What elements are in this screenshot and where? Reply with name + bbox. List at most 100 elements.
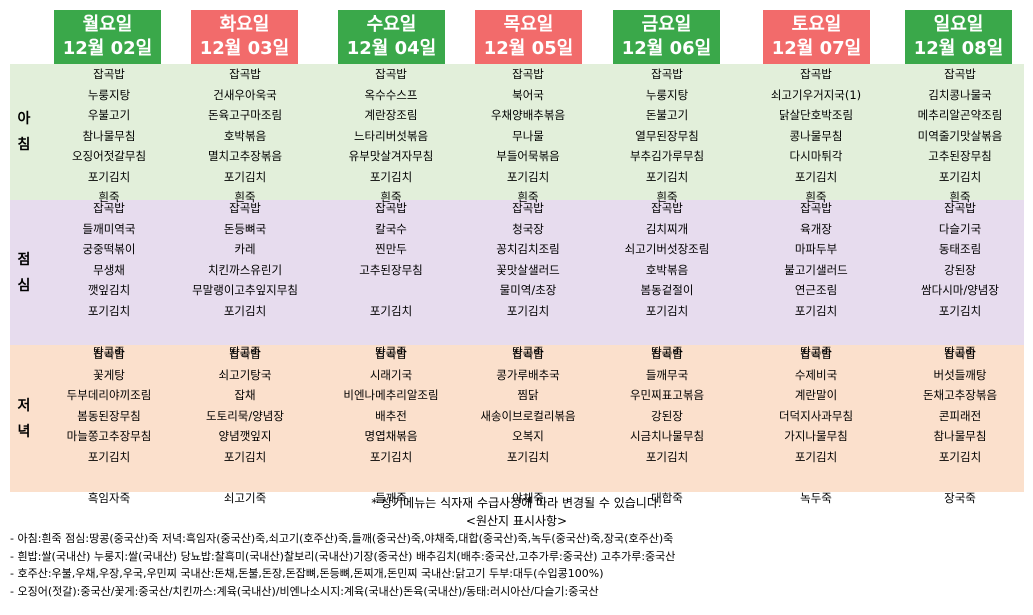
menu-item: 잡곡밥 <box>800 201 832 215</box>
menu-item: 포기김치 <box>645 169 689 184</box>
menu-item: 불고기샐러드 <box>784 262 848 277</box>
menu-item: 잡곡밥 <box>512 347 544 361</box>
menu-item <box>44 467 174 488</box>
origin-line: - 오징어(젓갈):중국산/꽃게:중국산/치킨까스:계육(국내산)/비엔나소시지… <box>10 584 599 598</box>
dinner-menu-column: 잡곡밥 꽃게탕 두부데리야끼조림 봄동된장무침 마늘쫑고추장무침 포기김치 흑임자죽 <box>44 344 174 508</box>
menu-item: 포기김치 <box>938 169 982 184</box>
menu-item <box>895 321 1025 342</box>
menu-item: 수제비국 <box>794 367 838 382</box>
menu-item <box>463 467 593 488</box>
dinner-menu-column: 잡곡밥 버섯들깨탕 돈채고추장볶음 콘피래전 참나물무침 포기김치 장국죽 <box>895 344 1025 508</box>
menu-item <box>326 321 456 342</box>
menu-item: 포기김치 <box>87 303 131 318</box>
menu-item: 땅콩죽 <box>800 344 832 359</box>
menu-item: 돈등뼈국 <box>223 221 267 236</box>
menu-item: 찐만두 <box>375 242 407 256</box>
menu-item: 배추전 <box>375 408 407 423</box>
menu-item: 두부데리야끼조림 <box>66 388 152 402</box>
menu-item: 물미역/초장 <box>499 283 557 297</box>
menu-item: 잡채 <box>234 388 256 402</box>
menu-item: 무말랭이고추잎지무침 <box>192 283 298 297</box>
day-header: 토요일 12월 07일 <box>763 10 870 64</box>
menu-item: 쇠고기버섯장조림 <box>624 242 710 256</box>
day-date: 12월 07일 <box>771 38 862 59</box>
menu-item: 다시마튀각 <box>789 149 843 163</box>
menu-item: 칼국수 <box>375 221 407 236</box>
dinner-label: 저 녁 <box>10 345 38 492</box>
menu-item: 새송이브로컬리볶음 <box>480 408 576 423</box>
dinner-menu-column: 잡곡밥 들깨무국 우민찌표고볶음 강된장 시금치나물무침 포기김치 대합죽 <box>602 344 732 508</box>
day-weekday: 월요일 <box>82 14 133 35</box>
menu-item: 잡곡밥 <box>800 347 832 361</box>
menu-item: 잡곡밥 <box>944 67 976 81</box>
menu-item: 녹두죽 <box>800 490 832 505</box>
breakfast-menu-column: 잡곡밥 누룽지탕 우불고기 참나물무침 오징어젓갈무침 포기김치 흰죽 <box>44 64 174 208</box>
menu-item: 잡곡밥 <box>375 201 407 215</box>
menu-item: 잡곡밥 <box>512 67 544 81</box>
menu-item: 포기김치 <box>794 303 838 318</box>
menu-item: 참나물무침 <box>933 429 987 443</box>
menu-item: 오징어젓갈무침 <box>71 149 147 163</box>
change-notice: * 상기메뉴는 식자재 수급사정에 따라 변경될 수 있습니다. <box>371 496 662 510</box>
menu-item: 포기김치 <box>645 303 689 318</box>
lunch-label-char: 점 <box>17 251 31 268</box>
menu-item: 대합죽 <box>651 490 683 505</box>
day-header: 수요일 12월 04일 <box>338 10 445 64</box>
menu-item <box>751 467 881 488</box>
menu-item: 치킨까스유린기 <box>207 262 283 277</box>
breakfast-menu-column: 잡곡밥 쇠고기우거지국(1) 닭살단호박조림 콩나물무침 다시마튀각 포기김치 흰죽 <box>751 64 881 208</box>
menu-item: 잡곡밥 <box>93 347 125 361</box>
menu-item: 오복지 <box>512 429 544 443</box>
menu-item: 호박볶음 <box>223 128 267 143</box>
menu-item: 잡곡밥 <box>229 347 261 361</box>
menu-item: 우불고기 <box>87 108 131 122</box>
menu-item: 땅콩죽 <box>93 344 125 359</box>
menu-item: 흰죽 <box>517 190 539 204</box>
menu-item: 봄동된장무침 <box>77 408 141 423</box>
menu-item: 양념깻잎지 <box>218 429 272 443</box>
menu-item: 잡곡밥 <box>93 201 125 215</box>
menu-item: 시금치나물무침 <box>629 429 705 443</box>
dinner-menu-column: 잡곡밥 쇠고기탕국 잡채 도토리묵/양념장 양념깻잎지 포기김치 쇠고기죽 <box>180 344 310 508</box>
menu-item: 잡곡밥 <box>229 67 261 81</box>
menu-item: 우채양배추볶음 <box>490 108 566 122</box>
menu-item: 쇠고기죽 <box>223 490 267 505</box>
day-header: 화요일 12월 03일 <box>191 10 298 64</box>
menu-item: 포기김치 <box>506 169 550 184</box>
menu-item: 포기김치 <box>369 169 413 184</box>
menu-item: 명엽채볶음 <box>364 429 418 443</box>
menu-item: 비엔나메추리알조림 <box>343 388 439 402</box>
dinner-label-char: 녁 <box>17 423 31 440</box>
menu-item: 흰죽 <box>234 190 256 204</box>
lunch-band <box>10 200 1024 345</box>
menu-item: 강된장 <box>651 408 683 423</box>
menu-item: 돈육고구마조림 <box>207 108 283 122</box>
dinner-band <box>10 345 1024 492</box>
menu-item: 콘피래전 <box>938 408 982 423</box>
menu-item: 가지나물무침 <box>784 429 848 443</box>
menu-item <box>180 321 310 342</box>
day-weekday: 목요일 <box>503 14 554 35</box>
menu-item: 미역줄기맛살볶음 <box>917 128 1003 143</box>
menu-item: 강된장 <box>944 262 976 277</box>
menu-item: 더덕지사과무침 <box>778 408 854 423</box>
menu-item: 땅콩죽 <box>651 344 683 359</box>
menu-item: 마파두부 <box>794 242 838 256</box>
menu-item: 계란장조림 <box>364 108 418 122</box>
lunch-menu-column: 잡곡밥 돈등뼈국 카레 치킨까스유린기 무말랭이고추잎지무침 포기김치 땅콩죽 <box>180 198 310 362</box>
menu-item: 부들어묵볶음 <box>496 149 560 163</box>
menu-item: 잡곡밥 <box>944 347 976 361</box>
menu-item <box>602 321 732 342</box>
lunch-menu-column: 잡곡밥 육개장 마파두부 불고기샐러드 연근조림 포기김치 땅콩죽 <box>751 198 881 362</box>
breakfast-label: 아 침 <box>10 64 38 200</box>
menu-item: 쇠고기우거지국(1) <box>770 87 862 102</box>
menu-item: 깻잎김치 <box>87 283 131 297</box>
lunch-menu-column: 잡곡밥 칼국수 찐만두 고추된장무침 포기김치 땅콩죽 <box>326 198 456 362</box>
menu-item: 포기김치 <box>87 169 131 184</box>
day-date: 12월 03일 <box>199 38 290 59</box>
lunch-label-char: 심 <box>17 277 31 294</box>
menu-item: 흰죽 <box>656 190 678 204</box>
dinner-menu-column: 잡곡밥 시래기국 비엔나메추리알조림 배추전 명엽채볶음 포기김치 들깨죽 <box>326 344 456 508</box>
menu-item: 멸치고추장볶음 <box>207 149 283 163</box>
menu-item: 흰죽 <box>949 190 971 204</box>
